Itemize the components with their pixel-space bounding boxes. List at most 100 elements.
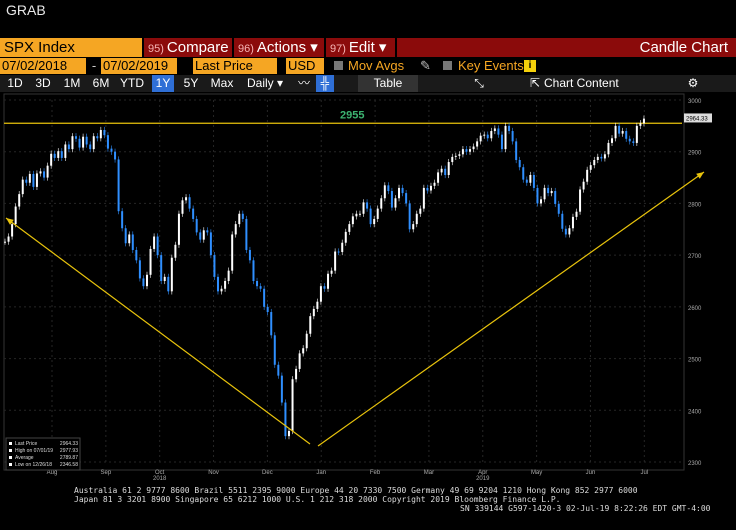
candle-body xyxy=(461,149,464,155)
y-tick-label: 2600 xyxy=(688,306,702,312)
candle-body xyxy=(398,187,401,199)
gear-icon[interactable]: ⚙ xyxy=(687,76,699,90)
tab-3d[interactable]: 3D xyxy=(35,76,51,90)
info-icon[interactable]: i xyxy=(524,60,536,72)
candle-body xyxy=(224,281,227,289)
date-separator: - xyxy=(91,58,97,73)
candle-body xyxy=(280,375,283,403)
candle-body xyxy=(14,206,17,225)
table-label: Table xyxy=(373,76,403,90)
tab-1m[interactable]: 1M xyxy=(63,76,81,90)
mov-avgs-label[interactable]: Mov Avgs xyxy=(348,58,405,73)
tab-ytd[interactable]: YTD xyxy=(120,76,144,90)
candle-body xyxy=(458,154,461,156)
candle-body xyxy=(71,136,74,150)
candle-body xyxy=(564,228,567,235)
candle-body xyxy=(628,138,631,142)
period-select[interactable]: Daily ▾ xyxy=(246,76,284,90)
tab-6m[interactable]: 6M xyxy=(92,76,110,90)
tab-1y[interactable]: 1Y xyxy=(152,75,174,92)
start-date-field[interactable]: 07/02/2018 xyxy=(0,58,86,74)
candle-body xyxy=(174,244,177,258)
compare-button[interactable]: 95) Compare xyxy=(144,38,232,57)
end-date-field[interactable]: 07/02/2019 xyxy=(101,58,177,74)
collapse-icon[interactable]: ⤡ xyxy=(474,76,484,90)
candle-body xyxy=(469,149,472,152)
tab-max[interactable]: Max xyxy=(210,76,234,90)
candle-body xyxy=(220,288,223,292)
chart-content-label[interactable]: Chart Content xyxy=(544,76,619,90)
candle-body xyxy=(167,276,170,292)
candle-body xyxy=(298,353,301,369)
candle-body xyxy=(273,335,276,365)
candle-body xyxy=(121,211,124,229)
last-price-tag-text: 2964.33 xyxy=(686,116,708,122)
candle-body xyxy=(18,194,21,207)
currency-select[interactable]: USD xyxy=(286,58,324,74)
candle-body xyxy=(263,288,266,307)
candle-body xyxy=(380,198,383,209)
candle-body xyxy=(351,216,354,225)
ticker-field[interactable]: SPX Index xyxy=(0,38,142,57)
candle-body xyxy=(607,142,610,155)
line-chart-icon[interactable]: 〰 xyxy=(297,76,310,90)
edit-button[interactable]: 97) Edit ▾ xyxy=(326,38,395,57)
candle-body xyxy=(483,134,486,136)
pin-icon[interactable]: ⇱ xyxy=(529,76,541,90)
candle-body xyxy=(618,125,621,134)
candle-body xyxy=(586,169,589,182)
candle-body xyxy=(114,151,117,160)
pencil-icon[interactable]: ✎ xyxy=(420,58,431,73)
candle-body xyxy=(437,172,440,183)
mov-avgs-checkbox[interactable] xyxy=(334,61,343,70)
compare-shortcut: 95) xyxy=(148,43,164,55)
candle-body xyxy=(419,208,422,214)
candle-body xyxy=(337,251,340,253)
candle-body xyxy=(327,273,330,289)
candle-body xyxy=(216,276,219,292)
legend-entry: Last Price xyxy=(15,441,37,447)
window-title: GRAB xyxy=(6,2,46,18)
table-button[interactable]: Table xyxy=(358,75,418,92)
candle-body xyxy=(50,153,53,166)
candle-body xyxy=(11,224,14,237)
candle-body xyxy=(344,231,347,243)
legend-swatch xyxy=(9,449,12,452)
candle-chart-icon[interactable]: ╬ xyxy=(316,75,334,92)
candle-body xyxy=(408,203,411,230)
y-tick-label: 3000 xyxy=(688,99,702,105)
x-tick-label: Feb xyxy=(370,470,381,476)
candle-body xyxy=(429,185,432,191)
candle-body xyxy=(177,213,180,245)
candle-body xyxy=(479,135,482,142)
candle-body xyxy=(138,260,141,279)
price-chart[interactable]: 2300 2400 2500 2600 2700 2800 2900 3000 Aug Sep Oc… xyxy=(0,92,736,482)
candle-body xyxy=(500,134,503,150)
x-tick-label: Nov xyxy=(208,470,219,476)
footer-line-2: Japan 81 3 3201 8900 Singapore 65 6212 1… xyxy=(74,495,561,504)
candle-body xyxy=(135,249,138,261)
key-events-label[interactable]: Key Events xyxy=(458,58,524,73)
price-field-select[interactable]: Last Price xyxy=(193,58,277,74)
period-value: Daily xyxy=(246,76,274,90)
candle-body xyxy=(536,187,539,204)
tab-1d[interactable]: 1D xyxy=(7,76,23,90)
candle-body xyxy=(128,234,131,244)
candle-body xyxy=(199,232,202,240)
tab-5y[interactable]: 5Y xyxy=(183,76,199,90)
candle-body xyxy=(440,168,443,173)
candle-body xyxy=(43,171,46,178)
candle-body xyxy=(74,136,77,139)
candle-body xyxy=(319,286,322,302)
legend-entry: High on 07/01/19 xyxy=(15,448,53,454)
actions-button[interactable]: 96) Actions ▾ xyxy=(234,38,324,57)
candle-body xyxy=(433,182,436,186)
candle-body xyxy=(163,276,166,281)
key-events-checkbox[interactable] xyxy=(443,61,452,70)
candle-body xyxy=(266,306,269,313)
candle-body xyxy=(554,191,557,204)
candle-body xyxy=(390,191,393,208)
x-tick-label: Dec xyxy=(262,470,273,476)
legend-swatch xyxy=(9,442,12,445)
candle-body xyxy=(547,187,550,194)
